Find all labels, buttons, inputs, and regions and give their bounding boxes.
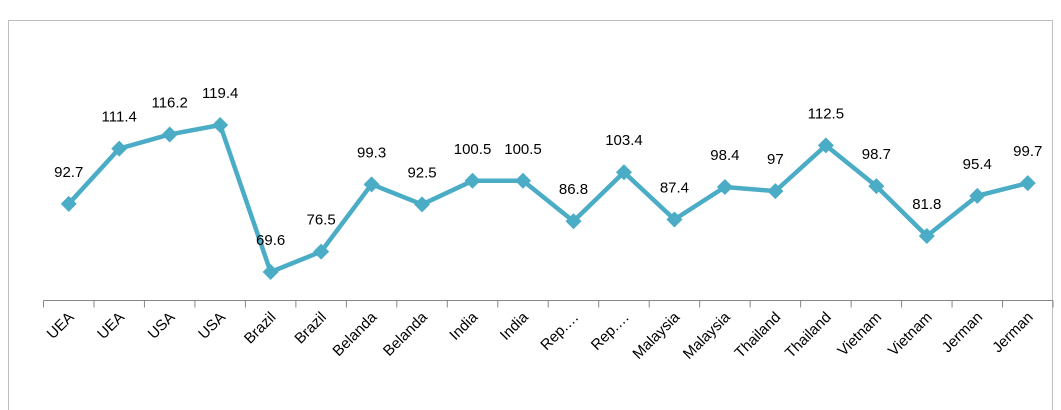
data-label: 97 bbox=[767, 151, 784, 168]
data-label: 119.4 bbox=[202, 85, 238, 102]
data-label: 100.5 bbox=[504, 141, 542, 158]
marker bbox=[262, 264, 279, 280]
marker bbox=[464, 172, 481, 189]
data-label: 99.7 bbox=[1013, 143, 1042, 160]
marker bbox=[515, 172, 532, 189]
marker bbox=[767, 183, 784, 200]
data-label: 92.5 bbox=[407, 164, 436, 181]
chart-frame bbox=[8, 20, 1053, 410]
marker bbox=[363, 176, 380, 193]
marker bbox=[918, 227, 935, 244]
data-label: 103.4 bbox=[605, 132, 643, 149]
data-label: 98.7 bbox=[862, 146, 891, 163]
marker bbox=[817, 137, 834, 154]
data-label: 116.2 bbox=[151, 94, 187, 111]
marker bbox=[615, 164, 632, 181]
data-label: 100.5 bbox=[454, 141, 492, 158]
marker bbox=[716, 178, 733, 195]
data-label: 112.5 bbox=[808, 105, 844, 122]
data-label: 87.4 bbox=[660, 179, 689, 196]
data-label: 81.8 bbox=[912, 196, 941, 213]
marker bbox=[161, 126, 178, 143]
marker bbox=[111, 140, 128, 157]
marker bbox=[666, 211, 683, 228]
data-label: 98.4 bbox=[710, 147, 739, 164]
marker bbox=[414, 196, 431, 213]
data-label: 86.8 bbox=[559, 181, 588, 198]
line bbox=[67, 122, 1029, 275]
marker bbox=[212, 117, 229, 133]
data-label: 99.3 bbox=[357, 144, 386, 161]
marker bbox=[969, 187, 986, 204]
marker bbox=[1019, 175, 1036, 192]
data-label: 69.6 bbox=[256, 232, 285, 249]
data-label: 95.4 bbox=[963, 156, 992, 173]
marker bbox=[313, 243, 330, 260]
data-label: 76.5 bbox=[307, 212, 336, 229]
marker bbox=[868, 178, 885, 195]
data-label: 111.4 bbox=[102, 109, 137, 126]
marker bbox=[565, 213, 582, 230]
marker bbox=[60, 195, 77, 212]
data-label: 92.7 bbox=[54, 164, 83, 181]
